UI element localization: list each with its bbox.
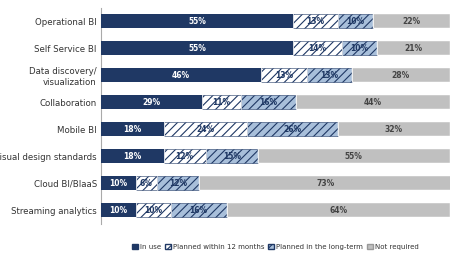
Text: 44%: 44% bbox=[364, 98, 382, 107]
Bar bbox=[341, 41, 376, 55]
Bar bbox=[352, 68, 450, 82]
Bar bbox=[373, 14, 450, 28]
Bar bbox=[101, 203, 136, 217]
Text: 64%: 64% bbox=[329, 206, 347, 214]
Bar bbox=[171, 203, 227, 217]
Text: 13%: 13% bbox=[307, 17, 325, 26]
Bar bbox=[307, 68, 352, 82]
Text: 12%: 12% bbox=[168, 179, 187, 188]
Text: 13%: 13% bbox=[275, 71, 293, 80]
Bar bbox=[338, 122, 450, 136]
Text: 55%: 55% bbox=[188, 17, 206, 26]
Text: 55%: 55% bbox=[345, 152, 363, 161]
Bar bbox=[262, 68, 307, 82]
Text: 10%: 10% bbox=[109, 179, 128, 188]
Text: 15%: 15% bbox=[223, 152, 241, 161]
Text: 26%: 26% bbox=[284, 125, 302, 134]
Bar bbox=[136, 203, 171, 217]
Text: 28%: 28% bbox=[392, 71, 410, 80]
Text: 46%: 46% bbox=[172, 71, 190, 80]
Text: 55%: 55% bbox=[188, 44, 206, 53]
Bar bbox=[101, 176, 136, 190]
Bar bbox=[241, 95, 297, 109]
Text: 18%: 18% bbox=[123, 125, 141, 134]
Text: 14%: 14% bbox=[308, 44, 326, 53]
Text: 12%: 12% bbox=[176, 152, 194, 161]
Bar bbox=[101, 95, 202, 109]
Bar bbox=[293, 41, 341, 55]
Text: 10%: 10% bbox=[109, 206, 128, 214]
Text: 11%: 11% bbox=[212, 98, 230, 107]
Text: 73%: 73% bbox=[317, 179, 335, 188]
Bar bbox=[376, 41, 450, 55]
Text: 22%: 22% bbox=[403, 17, 420, 26]
Legend: In use, Planned within 12 months, Planned in the long-term, Not required: In use, Planned within 12 months, Planne… bbox=[132, 244, 419, 250]
Bar bbox=[297, 95, 450, 109]
Bar bbox=[199, 176, 453, 190]
Bar bbox=[101, 41, 293, 55]
Bar bbox=[247, 122, 338, 136]
Text: 24%: 24% bbox=[196, 125, 215, 134]
Text: 29%: 29% bbox=[142, 98, 161, 107]
Bar bbox=[227, 203, 450, 217]
Bar bbox=[338, 14, 373, 28]
Bar bbox=[202, 95, 241, 109]
Bar bbox=[164, 122, 247, 136]
Bar bbox=[157, 176, 199, 190]
Text: 10%: 10% bbox=[350, 44, 368, 53]
Bar bbox=[293, 14, 338, 28]
Bar bbox=[164, 149, 206, 163]
Text: 10%: 10% bbox=[144, 206, 162, 214]
Text: 10%: 10% bbox=[347, 17, 365, 26]
Bar bbox=[258, 149, 450, 163]
Bar bbox=[136, 176, 157, 190]
Text: 13%: 13% bbox=[320, 71, 339, 80]
Text: 32%: 32% bbox=[385, 125, 403, 134]
Bar bbox=[101, 68, 262, 82]
Text: 6%: 6% bbox=[140, 179, 153, 188]
Bar bbox=[206, 149, 258, 163]
Text: 21%: 21% bbox=[404, 44, 422, 53]
Text: 16%: 16% bbox=[259, 98, 278, 107]
Bar bbox=[101, 14, 293, 28]
Bar bbox=[101, 122, 164, 136]
Text: 16%: 16% bbox=[190, 206, 208, 214]
Bar bbox=[101, 149, 164, 163]
Text: 18%: 18% bbox=[123, 152, 141, 161]
